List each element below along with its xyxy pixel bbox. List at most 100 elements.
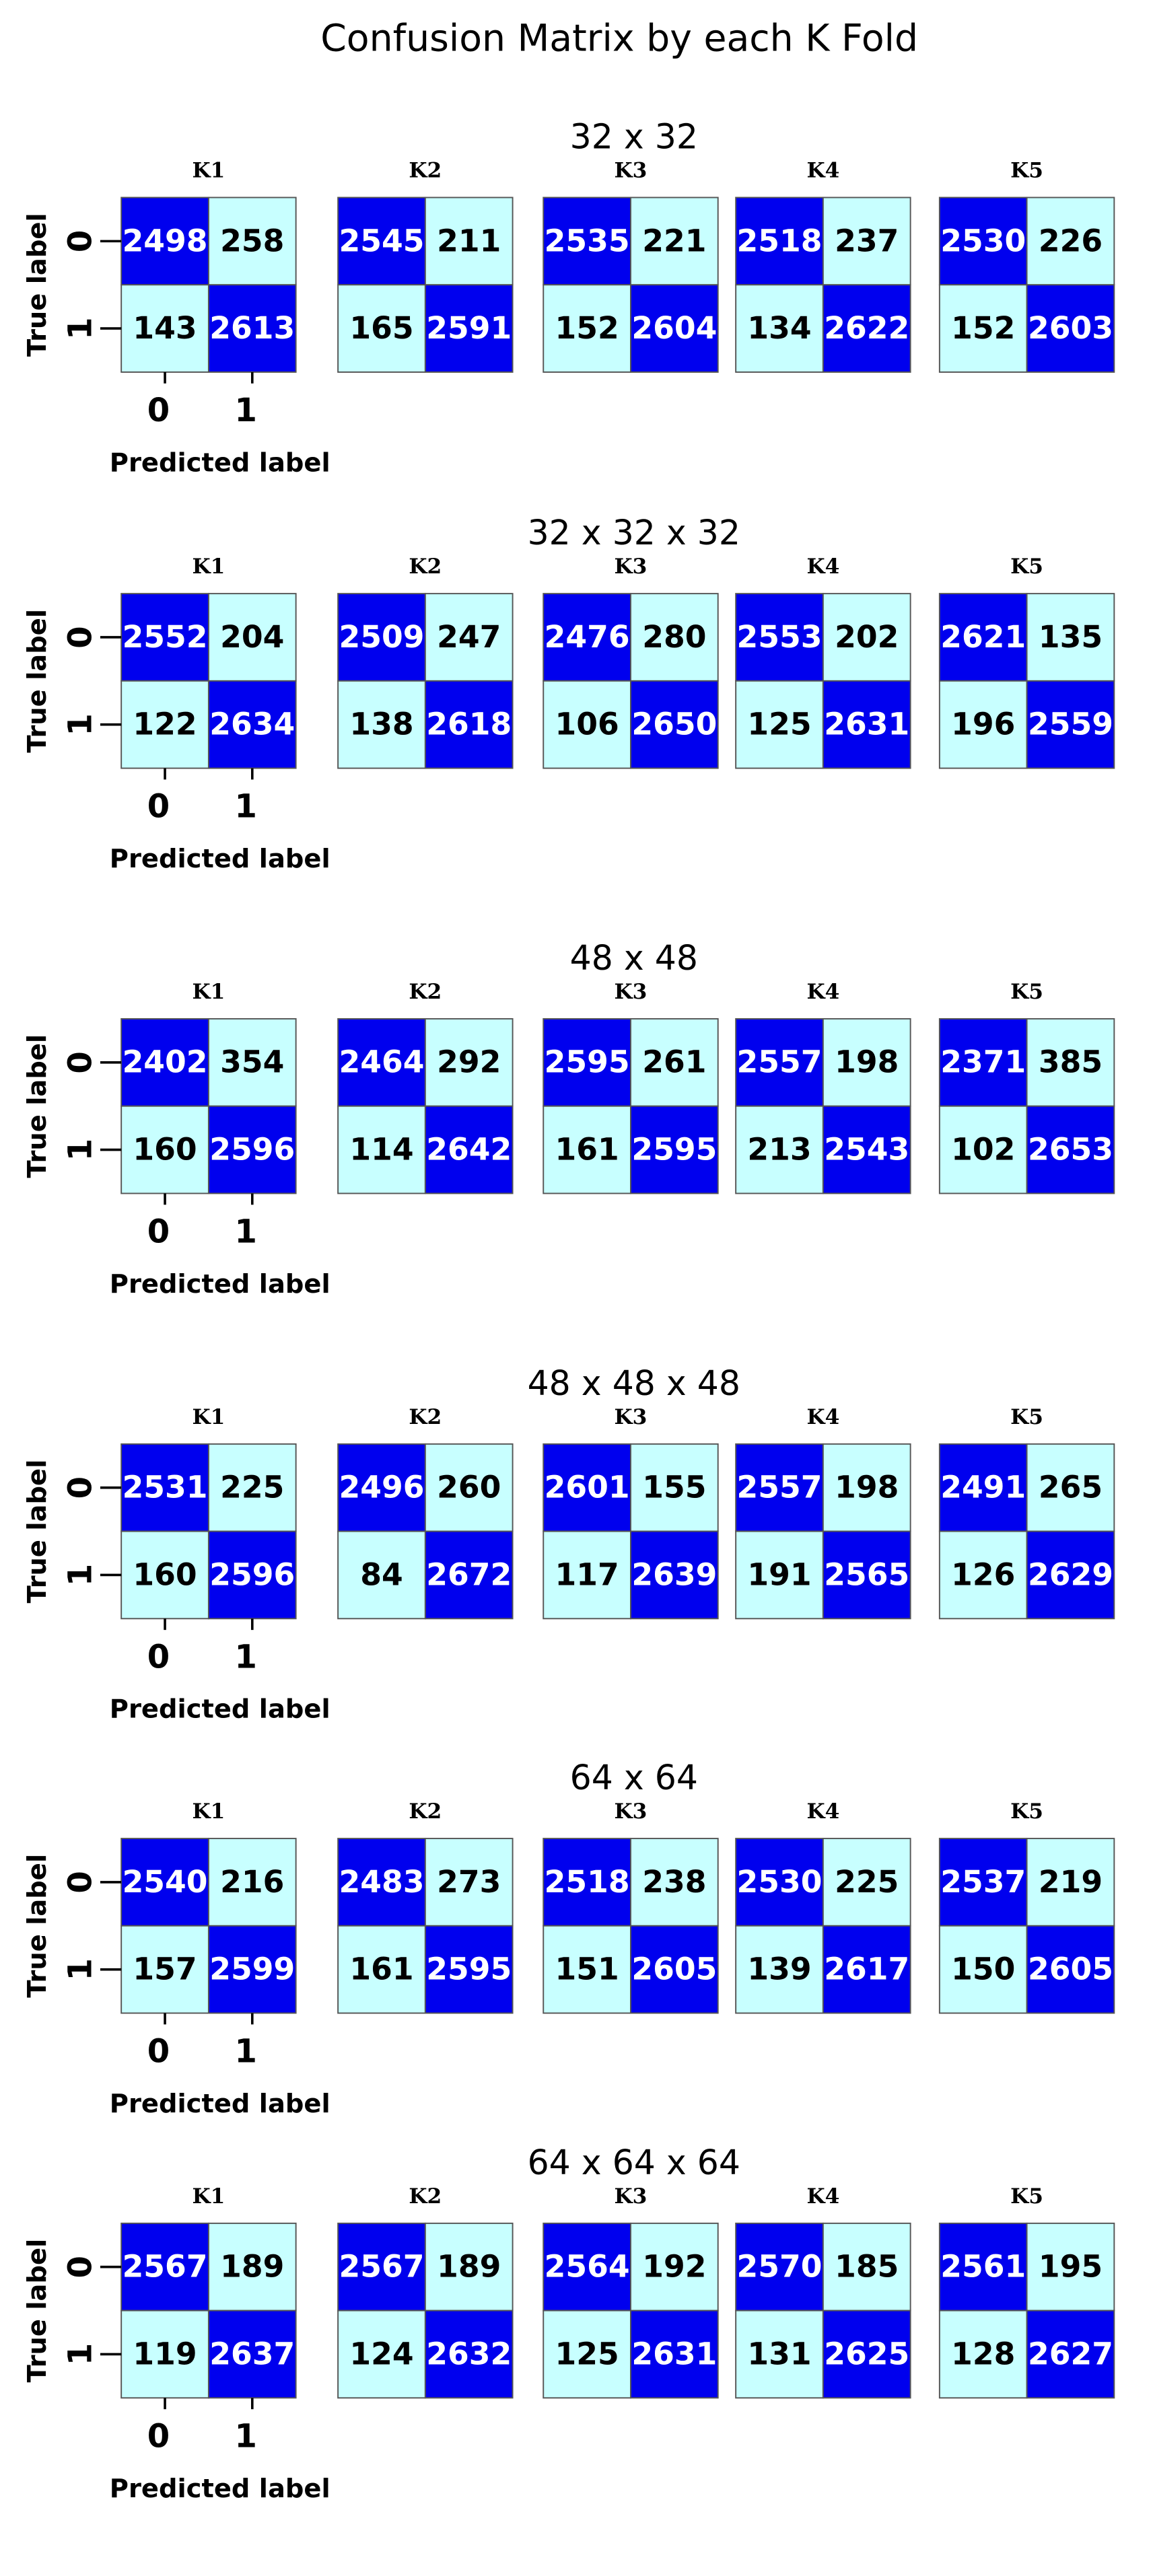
cell-value: 198 bbox=[835, 1044, 899, 1080]
matrix-cell bbox=[337, 1925, 426, 2014]
fold-label: K4 bbox=[806, 1799, 839, 1824]
matrix-cell bbox=[1026, 2310, 1115, 2399]
group-title: 48 x 48 bbox=[570, 938, 698, 978]
fold-label: K1 bbox=[192, 1799, 225, 1824]
fold-label: K5 bbox=[1010, 2184, 1043, 2209]
cell-value: 2650 bbox=[631, 707, 717, 742]
cell-value: 2595 bbox=[426, 1952, 512, 1987]
matrix-cell bbox=[543, 2310, 631, 2399]
matrix-cell bbox=[120, 1925, 209, 2014]
fold-label: K4 bbox=[806, 1405, 839, 1429]
group-title: 32 x 32 x 32 bbox=[528, 513, 740, 552]
cell-value: 2672 bbox=[426, 1557, 512, 1592]
cell-value: 2653 bbox=[1028, 1131, 1113, 1167]
cell-value: 2557 bbox=[737, 1470, 823, 1505]
cell-value: 2601 bbox=[545, 1470, 630, 1505]
cell-value: 2591 bbox=[426, 310, 512, 346]
matrix-cell bbox=[938, 1838, 1028, 1927]
matrix-cell bbox=[543, 284, 631, 373]
group-title: 64 x 64 bbox=[570, 1758, 698, 1797]
matrix-cell bbox=[1026, 1530, 1115, 1620]
cell-value: 2543 bbox=[824, 1131, 909, 1167]
matrix-cell bbox=[938, 2310, 1028, 2399]
cell-value: 260 bbox=[437, 1470, 501, 1505]
x-tick-label: 0 bbox=[147, 2033, 170, 2071]
fold-label: K1 bbox=[192, 554, 225, 579]
cell-value: 2557 bbox=[737, 1044, 823, 1080]
fold-label: K5 bbox=[1010, 1405, 1043, 1429]
cell-value: 292 bbox=[437, 1044, 501, 1080]
matrix-cell bbox=[735, 1018, 824, 1107]
x-tick-label: 1 bbox=[234, 392, 256, 429]
cell-value: 2509 bbox=[339, 619, 425, 655]
fold-label: K4 bbox=[806, 554, 839, 579]
matrix-cell bbox=[207, 284, 297, 373]
matrix-cell bbox=[207, 1838, 297, 1927]
cell-value: 2595 bbox=[545, 1044, 630, 1080]
cell-value: 131 bbox=[747, 2336, 811, 2371]
cell-value: 195 bbox=[1039, 2249, 1103, 2285]
matrix-cell bbox=[822, 1443, 911, 1532]
fold-label: K5 bbox=[1010, 159, 1043, 183]
cell-value: 125 bbox=[747, 707, 811, 742]
cell-value: 2621 bbox=[940, 619, 1026, 655]
y-tick-label: 0 bbox=[62, 626, 100, 648]
chart-title: Confusion Matrix by each K Fold bbox=[320, 17, 918, 61]
cell-value: 165 bbox=[349, 310, 413, 346]
fold-label: K3 bbox=[615, 554, 648, 579]
cell-value: 385 bbox=[1039, 1044, 1103, 1080]
matrix-cell bbox=[543, 1105, 631, 1194]
cell-value: 2634 bbox=[209, 707, 295, 742]
matrix-cell bbox=[938, 2222, 1028, 2312]
cell-value: 2518 bbox=[737, 223, 823, 258]
matrix-cell bbox=[735, 2310, 824, 2399]
matrix-cell bbox=[735, 680, 824, 769]
group-title: 64 x 64 x 64 bbox=[528, 2143, 740, 2182]
matrix-cell bbox=[630, 2222, 719, 2312]
cell-value: 2605 bbox=[1028, 1952, 1113, 1987]
matrix-cell bbox=[207, 680, 297, 769]
cell-value: 2496 bbox=[339, 1470, 425, 1505]
matrix-cell bbox=[822, 284, 911, 373]
cell-value: 2631 bbox=[631, 2336, 717, 2371]
matrix-cell bbox=[424, 284, 514, 373]
cell-value: 124 bbox=[349, 2336, 413, 2371]
y-tick-label: 0 bbox=[62, 1476, 100, 1499]
cell-value: 2476 bbox=[545, 619, 630, 655]
cell-value: 2622 bbox=[824, 310, 909, 346]
cell-value: 189 bbox=[437, 2249, 501, 2285]
matrix-cell bbox=[424, 1443, 514, 1532]
matrix-cell bbox=[735, 593, 824, 682]
cell-value: 237 bbox=[835, 223, 899, 258]
matrix-cell bbox=[630, 680, 719, 769]
x-axis-label: Predicted label bbox=[110, 2474, 330, 2504]
cell-value: 211 bbox=[437, 223, 501, 258]
cell-value: 2617 bbox=[824, 1952, 909, 1987]
cell-value: 143 bbox=[133, 310, 197, 346]
matrix-cell bbox=[1026, 593, 1115, 682]
cell-value: 2483 bbox=[339, 1864, 425, 1900]
y-tick-label: 1 bbox=[62, 1139, 100, 1161]
fold-label: K4 bbox=[806, 980, 839, 1004]
cell-value: 2518 bbox=[545, 1864, 630, 1900]
matrix-cell bbox=[424, 2310, 514, 2399]
cell-value: 2605 bbox=[631, 1952, 717, 1987]
y-tick-label: 1 bbox=[62, 1564, 100, 1586]
cell-value: 2553 bbox=[737, 619, 823, 655]
matrix-cell bbox=[543, 593, 631, 682]
matrix-cell bbox=[424, 1838, 514, 1927]
x-tick-label: 1 bbox=[234, 1638, 256, 1676]
cell-value: 126 bbox=[951, 1557, 1015, 1592]
cell-value: 258 bbox=[220, 223, 284, 258]
y-tick-label: 1 bbox=[62, 1958, 100, 1980]
matrix-cell bbox=[543, 1925, 631, 2014]
cell-value: 2535 bbox=[545, 223, 630, 258]
matrix-cell bbox=[822, 2222, 911, 2312]
x-tick-label: 0 bbox=[147, 788, 170, 826]
cell-value: 134 bbox=[747, 310, 811, 346]
cell-value: 213 bbox=[747, 1131, 811, 1167]
matrix-cell bbox=[938, 1530, 1028, 1620]
cell-value: 84 bbox=[360, 1557, 403, 1592]
